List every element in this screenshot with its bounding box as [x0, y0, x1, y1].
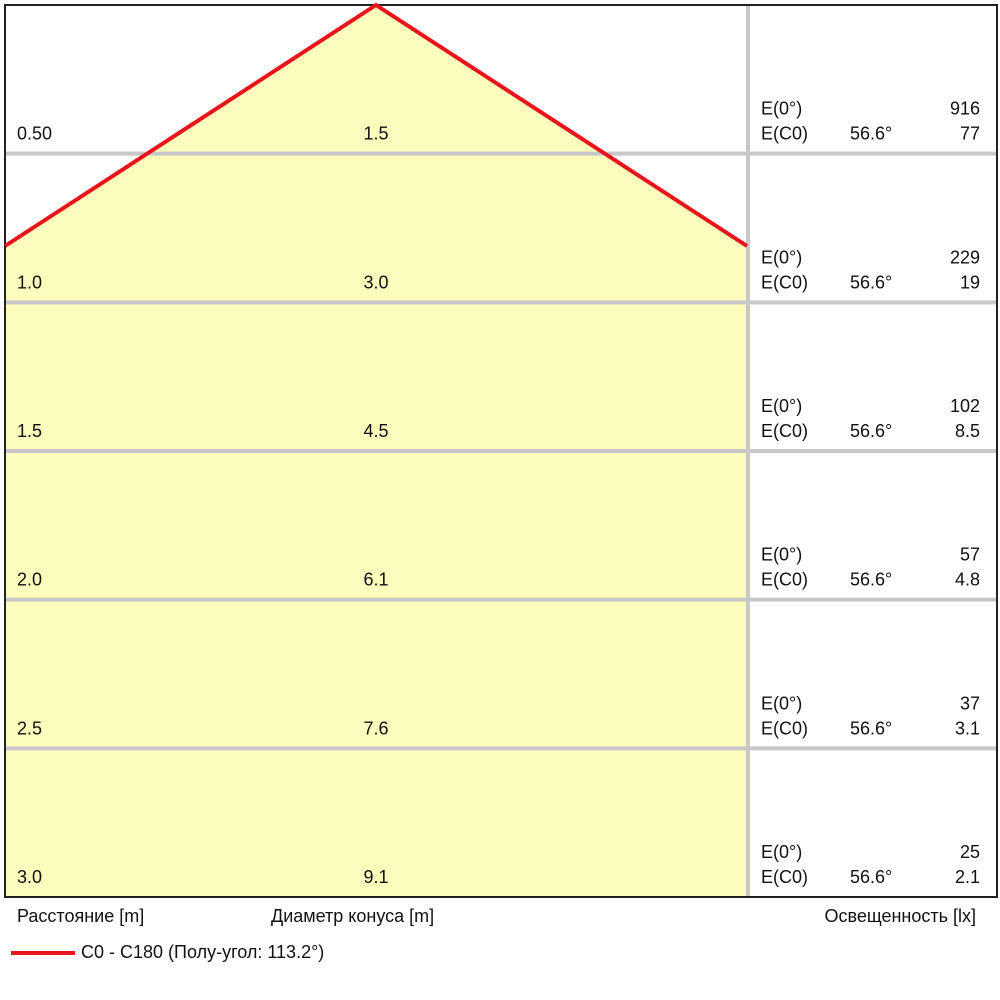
angle-value: 56.6° — [850, 272, 892, 292]
ec0-label: E(C0) — [761, 718, 808, 738]
e0-label: E(0°) — [761, 545, 802, 565]
legend-line-swatch — [11, 950, 75, 955]
diameter-value: 4.5 — [363, 421, 388, 441]
e0-value: 37 — [960, 693, 980, 713]
ec0-label: E(C0) — [761, 421, 808, 441]
distance-axis-label: Расстояние [m] — [17, 906, 145, 926]
ec0-label: E(C0) — [761, 570, 808, 590]
distance-value: 0.50 — [17, 124, 52, 144]
e0-value: 25 — [960, 842, 980, 862]
e0-label: E(0°) — [761, 693, 802, 713]
cone-edge-line — [3, 2, 749, 248]
e0-value: 57 — [960, 545, 980, 565]
angle-value: 56.6° — [850, 124, 892, 144]
ec0-value: 2.1 — [955, 867, 980, 887]
diameter-axis-label: Диаметр конуса [m] — [271, 906, 435, 926]
angle-value: 56.6° — [850, 867, 892, 887]
e0-label: E(0°) — [761, 99, 802, 119]
legend-label: C0 - C180 (Полу-угол: 113.2°) — [81, 942, 325, 962]
e0-value: 916 — [950, 99, 980, 119]
ec0-value: 8.5 — [955, 421, 980, 441]
ec0-label: E(C0) — [761, 124, 808, 144]
diameter-value: 7.6 — [363, 718, 388, 738]
ec0-label: E(C0) — [761, 272, 808, 292]
diameter-value: 3.0 — [363, 272, 388, 292]
ec0-value: 4.8 — [955, 570, 980, 590]
e0-label: E(0°) — [761, 247, 802, 267]
distance-value: 2.0 — [17, 570, 42, 590]
illuminance-axis-label: Освещенность [lx] — [824, 906, 976, 926]
diameter-value: 1.5 — [363, 124, 388, 144]
ec0-label: E(C0) — [761, 867, 808, 887]
e0-value: 102 — [950, 396, 980, 416]
distance-value: 1.5 — [17, 421, 42, 441]
legend: C0 - C180 (Полу-угол: 113.2°) — [11, 942, 324, 963]
ec0-value: 19 — [960, 272, 980, 292]
distance-value: 2.5 — [17, 718, 42, 738]
diameter-value: 9.1 — [363, 867, 388, 887]
angle-value: 56.6° — [850, 570, 892, 590]
e0-value: 229 — [950, 247, 980, 267]
ec0-value: 77 — [960, 124, 980, 144]
diameter-value: 6.1 — [363, 570, 388, 590]
angle-value: 56.6° — [850, 421, 892, 441]
diagram-border — [4, 4, 998, 898]
e0-label: E(0°) — [761, 396, 802, 416]
ec0-value: 3.1 — [955, 718, 980, 738]
e0-label: E(0°) — [761, 842, 802, 862]
angle-value: 56.6° — [850, 718, 892, 738]
cone-diagram: 0.50 1.5 E(0°) 916 E(C0) 56.6° 77 1.0 3.0 E(0°) 22… — [3, 2, 998, 898]
distance-value: 1.0 — [17, 272, 42, 292]
distance-value: 3.0 — [17, 867, 42, 887]
